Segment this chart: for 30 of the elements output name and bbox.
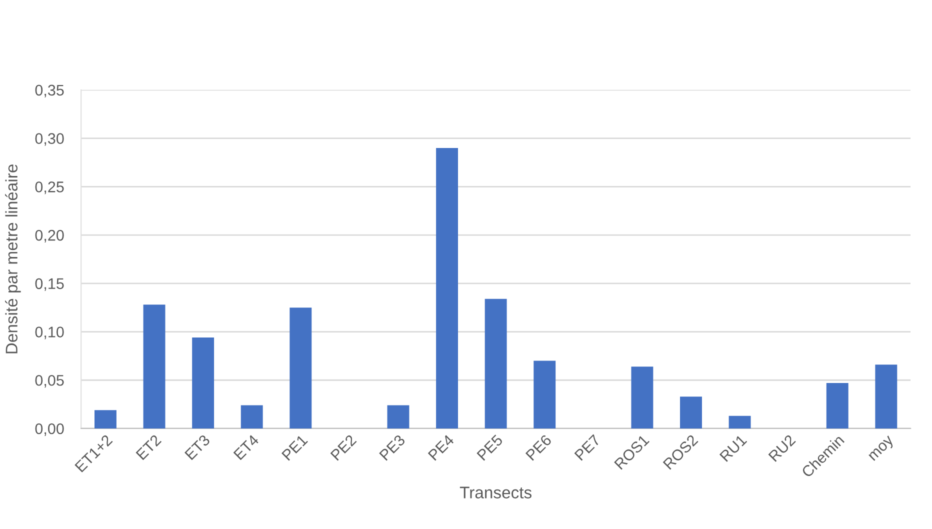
bar (387, 405, 410, 428)
bar (534, 360, 556, 428)
y-tick-label: 0,30 (35, 133, 64, 146)
x-tick-label: PE3 (378, 434, 406, 461)
bar (826, 383, 848, 428)
bar (94, 410, 116, 428)
y-tick-label: 0,20 (35, 230, 64, 243)
y-axis-title: Densité par metre linéaire (5, 164, 21, 354)
y-tick-label: 0,25 (35, 182, 64, 194)
bar (631, 366, 654, 428)
x-tick-label: ET3 (184, 434, 211, 460)
y-tick-label: 0,05 (35, 374, 64, 388)
bar (192, 338, 214, 428)
bar (728, 416, 751, 428)
y-tick-label: 0,15 (35, 278, 64, 291)
x-tick-label: ET2 (136, 434, 162, 460)
x-axis-title: Transects (460, 486, 532, 498)
bar (290, 308, 312, 428)
bar (143, 304, 166, 428)
bar (875, 364, 898, 428)
x-tick-label: ET4 (233, 434, 260, 460)
bar (484, 298, 507, 428)
x-tick-label: moy (868, 435, 896, 464)
bar (680, 396, 702, 428)
y-tick-label: 0,00 (35, 423, 64, 436)
y-tick-label: 0,35 (35, 84, 64, 98)
x-tick-label: PE1 (282, 434, 308, 461)
y-tick-label: 0,10 (35, 326, 64, 340)
bar (240, 405, 263, 428)
bar (436, 148, 458, 428)
